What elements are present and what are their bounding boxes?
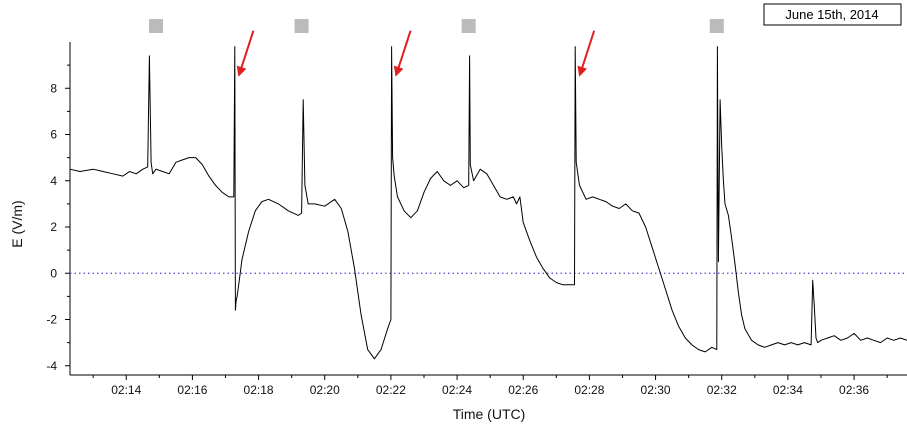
series-line	[69, 46, 907, 360]
y-tick-label: -4	[46, 359, 57, 373]
x-tick-label: 02:34	[773, 383, 803, 397]
y-tick-label: 4	[50, 174, 57, 188]
red-arrow-shaft	[240, 30, 255, 68]
x-axis: 02:14 02:16 02:18 02:20 02:22 02:24 02:26 02:28…	[92, 375, 888, 397]
red-arrow-head	[236, 65, 247, 77]
marker-layer	[149, 19, 724, 77]
red-arrow-marker	[577, 30, 596, 77]
x-tick-label: 02:26	[508, 383, 538, 397]
x-axis-title: Time (UTC)	[453, 406, 526, 422]
x-tick-label: 02:32	[707, 383, 737, 397]
y-tick-label: 0	[50, 266, 57, 280]
date-label: June 15th, 2014	[785, 7, 878, 22]
red-arrow-head	[393, 65, 404, 77]
y-axis-title: E (V/m)	[9, 200, 25, 247]
event-square-marker	[709, 19, 724, 33]
y-axis: -4 -2 0 2 4 6 8	[46, 64, 70, 373]
event-square-marker	[461, 19, 476, 33]
x-tick-label: 02:36	[839, 383, 869, 397]
x-tick-label: 02:24	[442, 383, 472, 397]
x-tick-label: 02:30	[641, 383, 671, 397]
x-tick-label: 02:28	[574, 383, 604, 397]
y-tick-label: 8	[50, 81, 57, 95]
date-label-frame	[763, 3, 902, 26]
red-arrow-shaft	[397, 30, 412, 68]
red-arrow-shaft	[581, 30, 596, 68]
red-arrow-marker	[236, 30, 255, 77]
x-tick-label: 02:18	[244, 383, 274, 397]
x-tick-label: 02:14	[111, 383, 141, 397]
series-layer	[69, 46, 907, 360]
x-tick-label: 02:20	[310, 383, 340, 397]
y-tick-label: -2	[46, 313, 57, 327]
event-square-marker	[294, 19, 309, 33]
red-arrow-head	[577, 65, 587, 77]
red-arrow-marker	[393, 30, 412, 77]
date-label-box: June 15th, 2014	[763, 3, 902, 26]
plot-area	[69, 42, 907, 376]
y-tick-label: 6	[50, 128, 57, 142]
event-square-marker	[149, 19, 164, 33]
y-tick-label: 2	[50, 220, 57, 234]
x-tick-label: 02:16	[177, 383, 207, 397]
x-tick-label: 02:22	[376, 383, 406, 397]
